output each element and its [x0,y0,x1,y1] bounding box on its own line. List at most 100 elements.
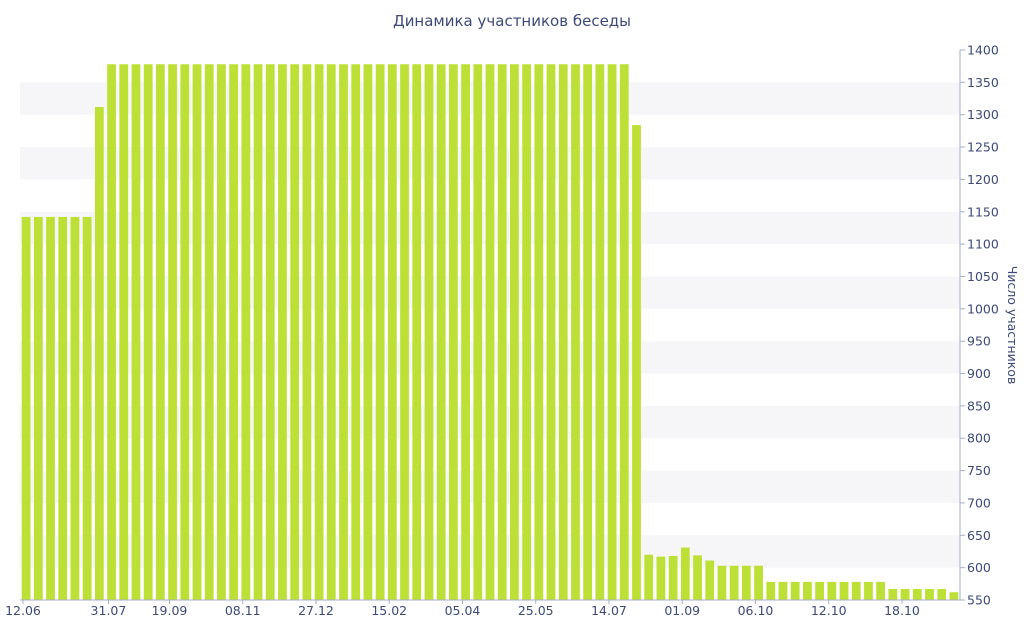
bar [58,216,68,600]
bar [180,64,190,601]
bar [571,64,580,601]
bar [473,64,483,601]
y-tick-label: 1300 [967,107,999,122]
bar [131,64,141,601]
x-tick-label: 31.07 [91,603,127,618]
bar [217,64,226,601]
bar [351,64,361,601]
x-tick-label: 06.10 [738,603,774,618]
y-tick-label: 1100 [967,237,999,252]
bar [693,555,702,600]
y-tick-label: 850 [967,398,991,413]
bar [607,64,617,601]
bar [424,64,434,601]
y-tick-label: 600 [967,560,991,575]
bar [497,64,507,601]
bar [448,64,458,601]
bar [400,64,409,601]
y-tick-label: 1400 [967,43,999,58]
bar [937,589,947,600]
bar [302,64,312,601]
y-tick-label: 650 [967,528,991,543]
bar [363,64,373,601]
bar [485,64,495,601]
bar [803,581,812,600]
bar [754,565,763,600]
bar [412,64,422,601]
bar [436,64,446,601]
x-tick-label: 12.06 [5,603,41,618]
bar [864,581,873,600]
bar [192,64,202,601]
bar [656,556,666,600]
bar [119,64,129,601]
bar [619,64,629,601]
x-tick-label: 12.10 [811,603,847,618]
bar [668,556,678,600]
y-tick-label: 1200 [967,172,999,187]
bar [644,554,654,600]
bar [461,64,470,601]
y-tick-label: 1050 [967,269,999,284]
x-tick-label: 14.07 [591,603,627,618]
y-axis-ticks: 550 600 650 700 750 800 850 900 950 1000 1050 1100 1… [960,43,999,608]
bar [375,64,385,601]
bar [70,216,80,600]
y-tick-label: 950 [967,334,991,349]
x-tick-label: 05.04 [445,603,481,618]
bar-series [21,64,959,601]
bar [204,64,214,601]
bar [326,64,336,601]
bar [534,64,544,601]
bar [558,64,568,601]
y-tick-label: 1350 [967,75,999,90]
y-tick-label: 1000 [967,301,999,316]
y-tick-label: 800 [967,431,991,446]
bar [33,216,43,600]
bar [729,565,739,600]
x-tick-label: 08.11 [225,603,261,618]
y-tick-label: 750 [967,463,991,478]
bar [839,581,849,600]
bar [314,64,324,601]
bar [949,592,959,600]
bar [705,560,715,600]
y-tick-label: 700 [967,495,991,510]
bar [876,581,886,600]
bar [21,216,31,600]
x-tick-label: 01.09 [664,603,700,618]
bar [265,64,275,601]
bar [143,64,153,601]
bar [680,547,690,600]
bar [778,581,788,600]
y-axis-label: Число участников [1005,266,1020,385]
bar [900,589,910,600]
bar [387,64,397,601]
bar [888,589,898,600]
x-axis-ticks: 12.06 31.07 19.09 08.11 27.12 15.02 05.04 25.05… [5,600,920,618]
bar [290,64,300,601]
y-tick-label: 900 [967,366,991,381]
bar [229,64,239,601]
bar [168,64,177,601]
x-tick-label: 27.12 [298,603,334,618]
bar [741,565,751,600]
bar [583,64,593,601]
bar [790,581,800,600]
bar [510,64,519,601]
x-tick-label: 18.10 [884,603,920,618]
y-tick-label: 1150 [967,204,999,219]
bar [241,64,251,601]
bar [522,64,532,601]
bar [253,64,263,601]
bar [595,64,605,601]
bar [851,581,861,600]
bar [925,589,934,600]
y-tick-label: 1250 [967,140,999,155]
bar [278,64,287,601]
chart-title: Динамика участников беседы [392,12,632,30]
x-tick-label: 19.09 [152,603,188,618]
x-tick-label: 25.05 [518,603,554,618]
x-tick-label: 15.02 [371,603,407,618]
bar [339,64,348,601]
